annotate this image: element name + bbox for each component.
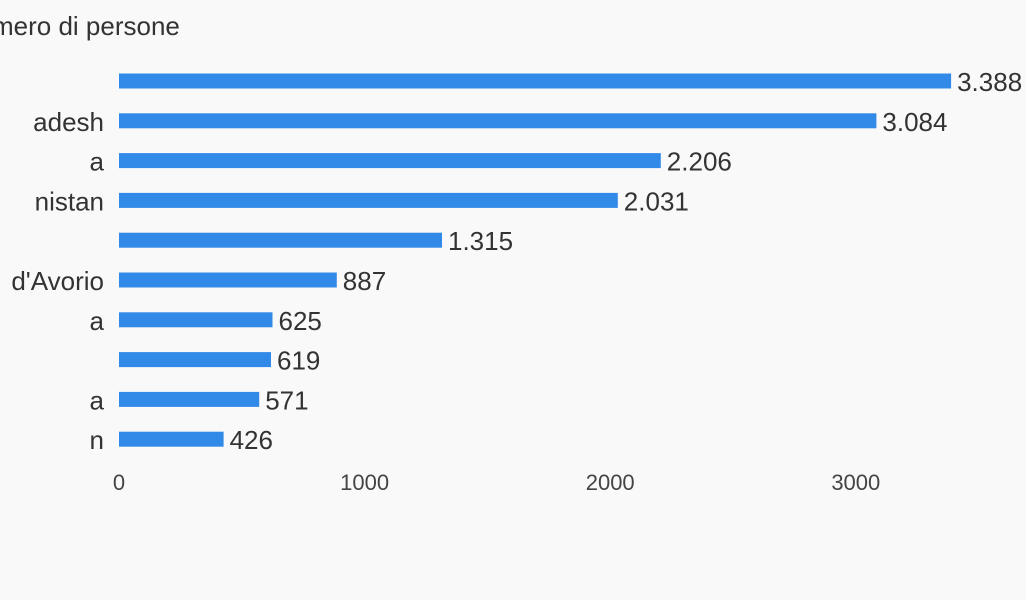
value-label-2: 2.206 [667,147,732,177]
bar-0 [119,73,952,89]
x-tick-label-2: 2000 [586,470,635,495]
category-label-5: d'Avorio [11,266,104,296]
bar-6 [119,312,273,328]
x-axis-ticks: 0 1000 2000 3000 [113,470,880,495]
value-label-3: 2.031 [624,186,689,216]
category-label-1: adesh [33,107,104,137]
x-tick-label-1: 1000 [340,470,389,495]
bar-4 [119,232,442,248]
value-label-9: 426 [230,425,273,455]
category-label-9: n [90,425,104,455]
bar-9 [119,431,224,447]
x-tick-label-3: 3000 [831,470,880,495]
value-label-1: 3.084 [882,107,947,137]
bar-3 [119,192,618,208]
value-label-4: 1.315 [448,226,513,256]
bar-8 [119,391,260,407]
bars-layer [119,73,952,447]
category-label-3: nistan [35,186,104,216]
value-label-6: 625 [279,306,322,336]
bar-5 [119,272,337,288]
bar-1 [119,113,877,129]
value-label-8: 571 [265,385,308,415]
bar-2 [119,153,661,169]
bar-7 [119,352,271,368]
x-tick-label-0: 0 [113,470,125,495]
value-labels: 3.388 3.084 2.206 2.031 1.315 887 625 619 571 426 [230,67,1023,455]
value-label-7: 619 [277,346,320,376]
value-label-0: 3.388 [957,67,1022,97]
value-label-5: 887 [343,266,386,296]
category-label-2: a [90,147,105,177]
chart-title: mero di persone [0,11,180,41]
category-label-6: a [90,306,105,336]
category-label-8: a [90,385,105,415]
